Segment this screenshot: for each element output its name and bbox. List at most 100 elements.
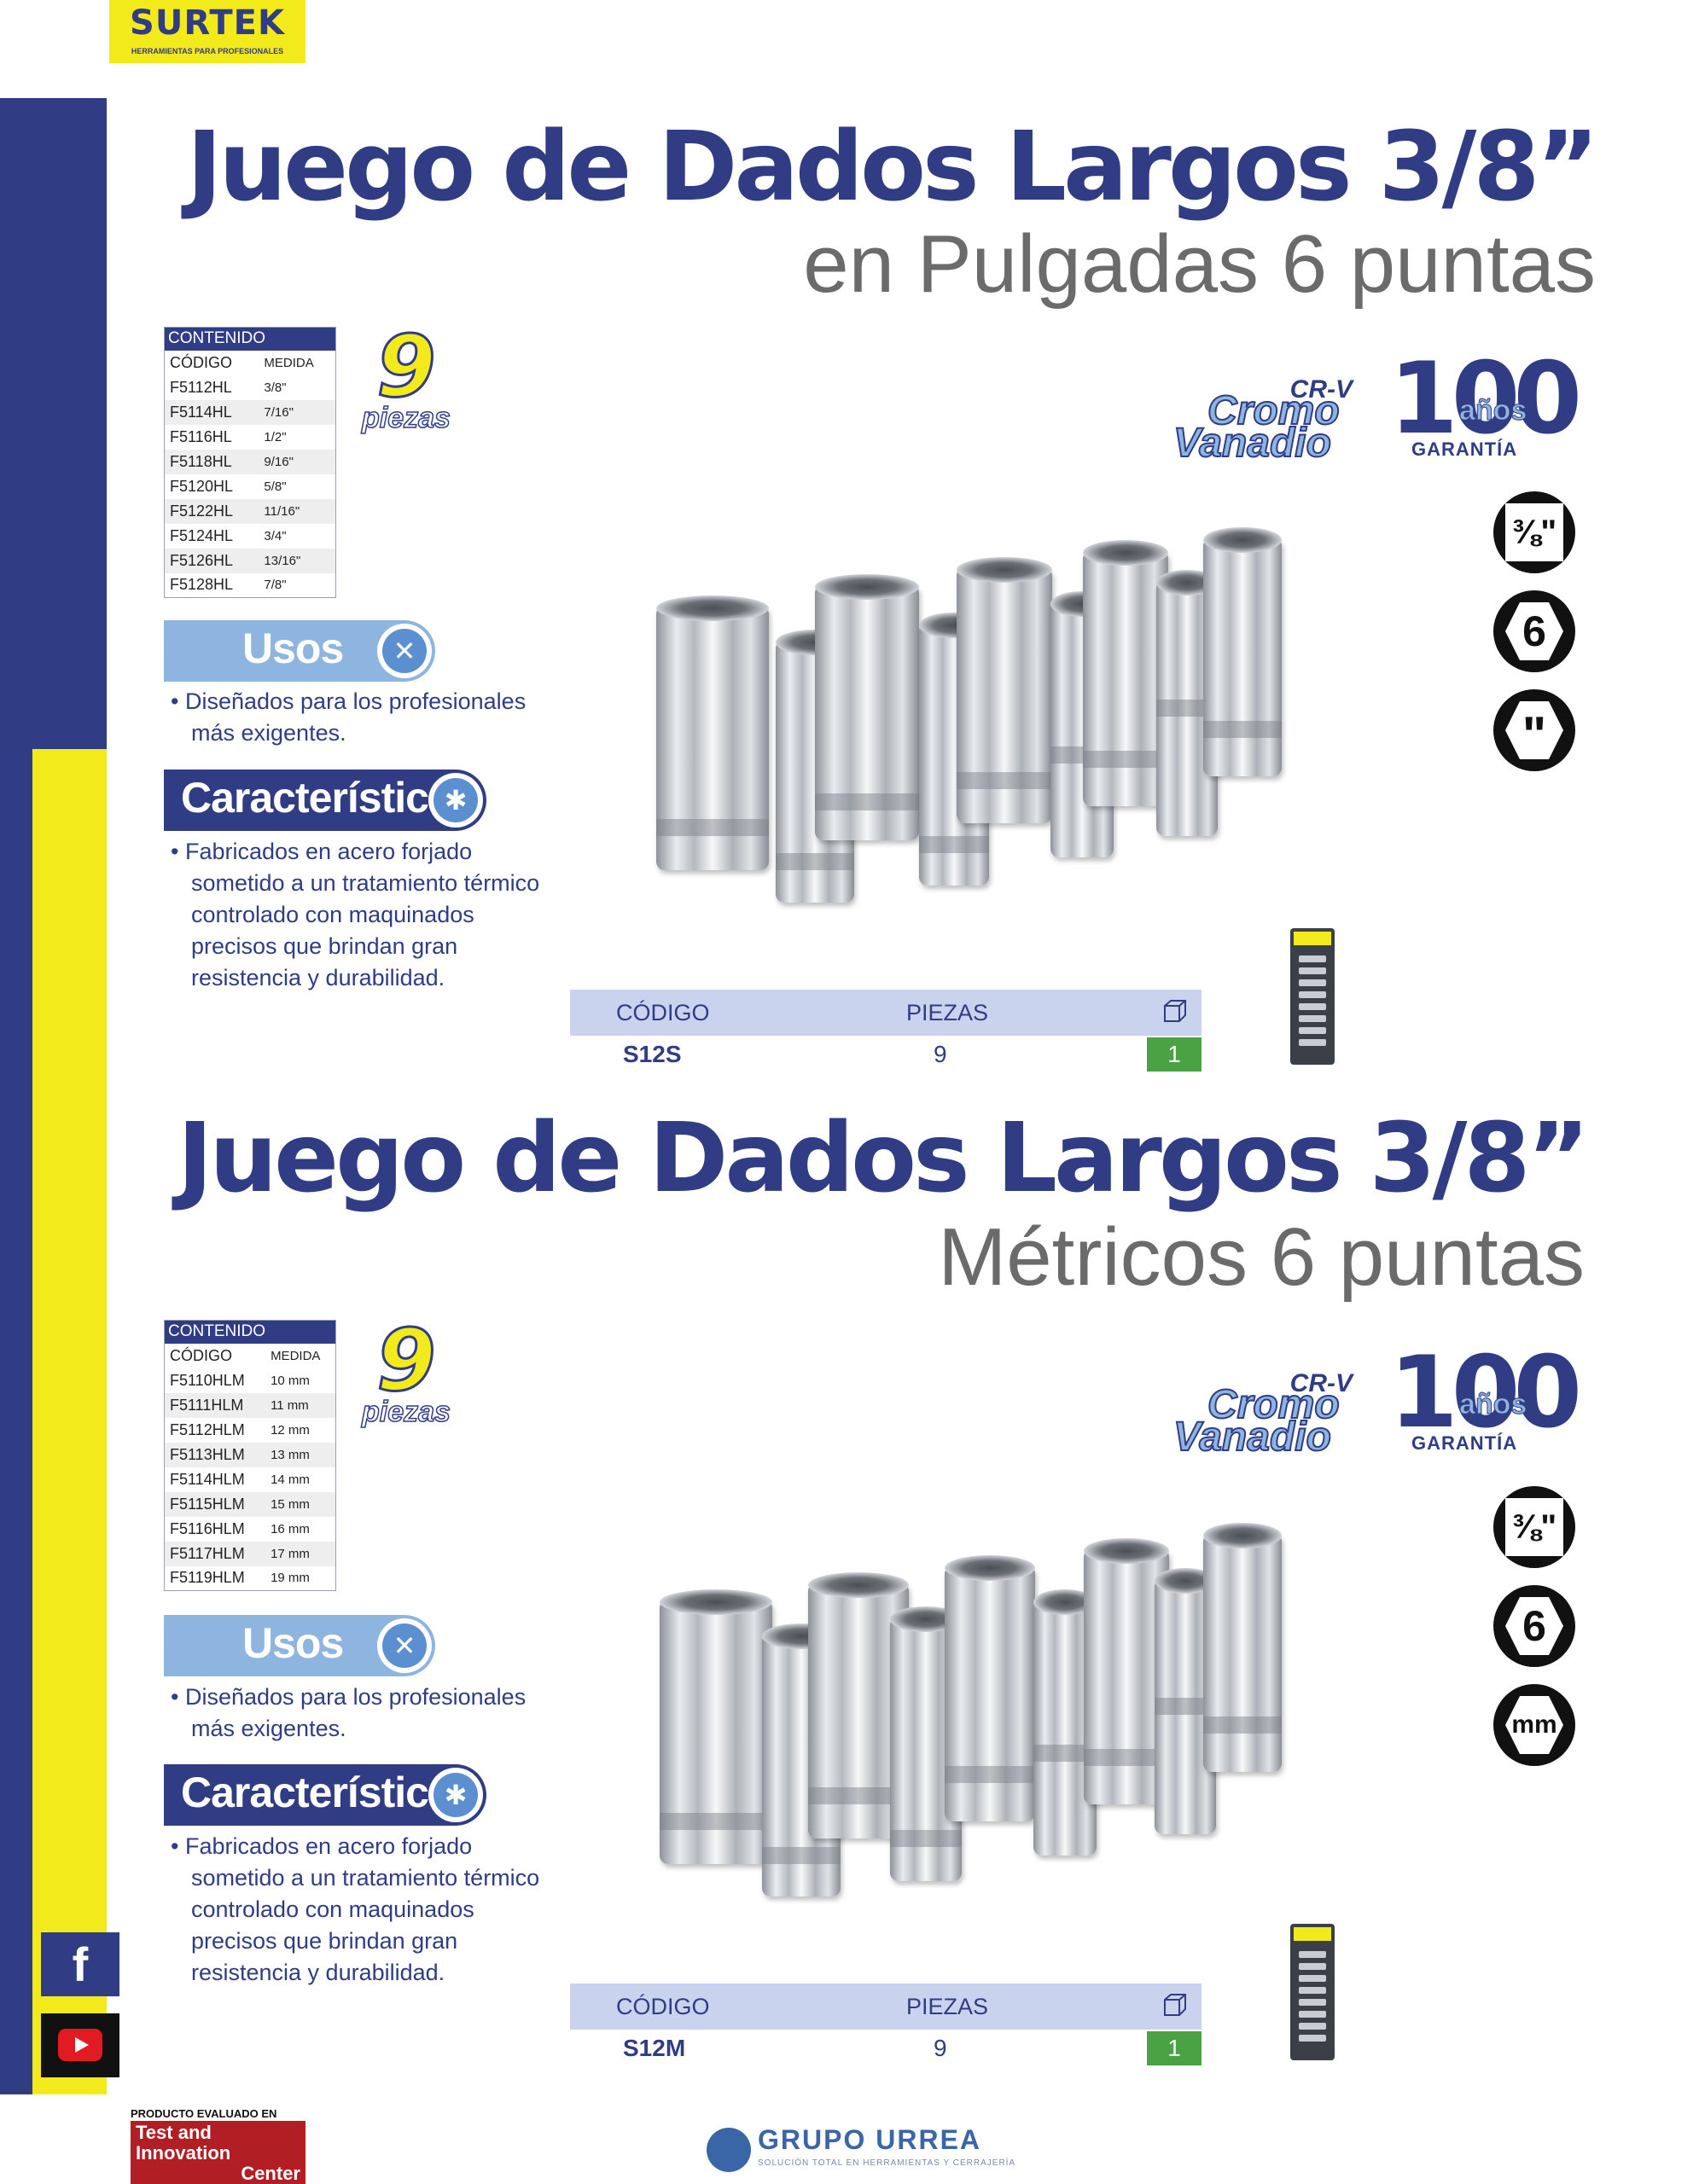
row-size: 9/16" xyxy=(260,449,336,474)
table-row: F5110HLM 10 mm xyxy=(165,1368,336,1393)
youtube-icon xyxy=(58,2029,102,2061)
vanadio-label: Vanadio xyxy=(1172,1414,1332,1460)
crv-label: CR-V xyxy=(1289,1369,1353,1397)
section-1-subtitle: en Pulgadas 6 puntas xyxy=(803,218,1596,310)
tic-caption: PRODUCTO EVALUADO EN xyxy=(131,2107,277,2120)
row-code: F5112HL xyxy=(170,378,232,396)
row-size: 3/8" xyxy=(264,380,287,395)
caracteristicas-banner: Características ✱ xyxy=(164,770,486,831)
order-pieces-header: PIEZAS xyxy=(906,1994,989,2019)
metric-unit-icon: mm xyxy=(1493,1684,1575,1766)
row-code: F5118HL xyxy=(164,449,261,474)
row-code: F5114HLM xyxy=(170,1470,245,1488)
row-code: F5113HLM xyxy=(164,1442,268,1467)
crv-label: CR-V xyxy=(1289,375,1353,404)
urrea-tagline: SOLUCIÓN TOTAL EN HERRAMIENTAS Y CERRAJE… xyxy=(758,2158,1016,2168)
left-yellow-bar xyxy=(32,749,107,2094)
cromo-label: Cromo xyxy=(1207,388,1341,433)
drive-size-text: ⅜" xyxy=(1505,503,1563,561)
table-row: F5113HLM 13 mm xyxy=(164,1442,336,1467)
row-code: F5117HLM xyxy=(164,1541,268,1566)
tic-line-2: Center xyxy=(241,2163,300,2184)
row-code: F5119HLM xyxy=(170,1569,245,1587)
order-info-row: S12S 9 1 xyxy=(570,1037,1202,1072)
row-size: 3/4" xyxy=(264,528,287,543)
tools-icon: ✕ xyxy=(377,1618,432,1673)
table-row: F5119HLM 19 mm xyxy=(165,1566,336,1591)
section-1-title: Juego de Dados Largos 3/8” xyxy=(186,112,1599,223)
tic-box: Test and Innovation Center xyxy=(131,2121,305,2184)
row-code: F5122HL xyxy=(164,498,261,524)
table-row: F5112HLM 12 mm xyxy=(165,1418,336,1443)
facebook-button[interactable]: f xyxy=(41,1932,119,1996)
pieces-label: piezas xyxy=(361,1396,451,1428)
order-code-header: CÓDIGO xyxy=(616,1000,710,1025)
row-code: F5110HLM xyxy=(170,1371,245,1389)
row-code: F5124HL xyxy=(170,526,234,544)
caracteristicas-text: • Fabricados en acero forjado sometido a… xyxy=(171,1831,563,1989)
row-code: F5116HLM xyxy=(170,1519,245,1537)
pieces-badge: 9 piezas xyxy=(346,1310,466,1428)
row-code: F5114HL xyxy=(164,399,261,425)
gear-icon: ✱ xyxy=(428,1768,483,1822)
caracteristicas-banner: Características ✱ xyxy=(164,1764,486,1826)
brand-tagline: HERRAMIENTAS PARA PROFESIONALES xyxy=(131,47,284,55)
row-size: 14 mm xyxy=(271,1472,310,1487)
six-point-icon: 6 xyxy=(1493,1585,1575,1667)
drive-size-icon: ⅜" xyxy=(1493,1486,1575,1568)
pieces-number: 9 xyxy=(375,1310,438,1410)
cromo-vanadio-badge: CR-V Cromo Vanadio xyxy=(1172,375,1353,469)
order-code-header: CÓDIGO xyxy=(616,1994,710,2019)
row-size: 13/16" xyxy=(260,548,336,573)
box-quantity: 1 xyxy=(1147,1037,1202,1072)
order-pieces-header: PIEZAS xyxy=(906,1000,989,1025)
caracteristicas-heading: Características xyxy=(181,774,475,822)
order-code: S12M xyxy=(623,2035,686,2061)
surtek-logo: SURTEK HERRAMIENTAS PARA PROFESIONALES xyxy=(109,0,305,63)
row-code: F5128HL xyxy=(170,576,234,594)
brand-name: SURTEK xyxy=(130,3,285,43)
cromo-label: Cromo xyxy=(1207,1382,1341,1427)
pieces-number: 9 xyxy=(375,317,438,416)
order-info-header: CÓDIGO PIEZAS xyxy=(570,990,1202,1036)
facebook-icon: f xyxy=(72,1937,89,1991)
caracteristicas-text: • Fabricados en acero forjado sometido a… xyxy=(171,836,563,994)
caracteristicas-bullet: • Fabricados en acero forjado sometido a… xyxy=(171,1833,540,1985)
tic-line-1: Test and Innovation xyxy=(136,2122,231,2164)
product-package xyxy=(1290,1924,1335,2060)
row-size: 7/8" xyxy=(264,578,287,593)
globe-icon xyxy=(707,2128,751,2172)
youtube-button[interactable] xyxy=(41,2013,119,2077)
inch-unit-text: " xyxy=(1505,701,1563,759)
row-code: F5120HL xyxy=(170,477,234,495)
row-size: 19 mm xyxy=(271,1571,310,1586)
contents-caption: CONTENIDO xyxy=(164,327,336,351)
grupo-urrea-logo: GRUPO URREA SOLUCIÓN TOTAL EN HERRAMIENT… xyxy=(707,2124,1015,2177)
table-row: F5114HL 7/16" xyxy=(164,399,336,425)
usos-bullet: • Diseñados para los profesionales más e… xyxy=(171,1684,527,1741)
pieces-badge: 9 piezas xyxy=(346,317,466,433)
usos-heading: Usos xyxy=(242,1619,344,1667)
warranty-years: 100 xyxy=(1389,1335,1582,1450)
order-pieces: 9 xyxy=(934,2035,947,2061)
row-size: 1/2" xyxy=(264,429,287,444)
table-row: F5124HL 3/4" xyxy=(165,524,336,549)
box-quantity: 1 xyxy=(1147,2031,1202,2065)
warranty-years: 100 xyxy=(1389,341,1582,456)
row-code: F5126HL xyxy=(164,548,261,573)
table-row: F5120HL 5/8" xyxy=(165,474,336,499)
usos-text: • Diseñados para los profesionales más e… xyxy=(171,1682,563,1745)
vanadio-label: Vanadio xyxy=(1172,421,1332,466)
product-package xyxy=(1290,928,1335,1065)
row-size: 17 mm xyxy=(267,1541,336,1566)
table-row: F5114HLM 14 mm xyxy=(165,1467,336,1492)
warranty-badge: 100 años GARANTÍA xyxy=(1389,1335,1582,1455)
row-code: F5112HLM xyxy=(170,1420,245,1438)
contents-caption: CONTENIDO xyxy=(164,1320,336,1344)
row-code: F5115HLM xyxy=(164,1491,268,1517)
six-point-text: 6 xyxy=(1505,1597,1563,1655)
urrea-name: GRUPO URREA xyxy=(758,2124,982,2155)
warranty-label: GARANTÍA xyxy=(1411,1432,1518,1454)
usos-heading: Usos xyxy=(242,624,344,672)
order-info-row: S12M 9 1 xyxy=(570,2031,1202,2065)
